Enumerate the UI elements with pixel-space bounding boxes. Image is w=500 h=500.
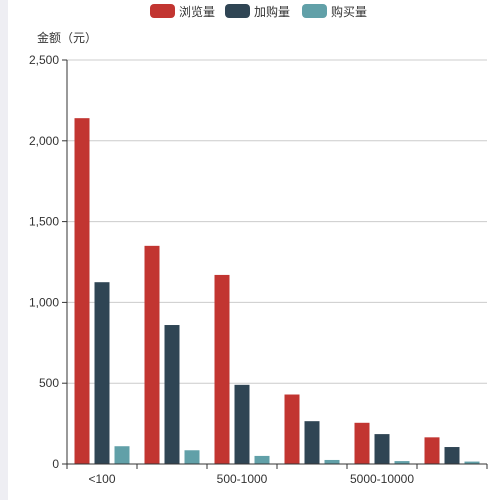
bar-3-0[interactable] bbox=[284, 394, 300, 464]
chart-card bbox=[8, 0, 500, 500]
y-tick-label-4: 2,000 bbox=[29, 134, 59, 148]
bar-2-0[interactable] bbox=[214, 274, 230, 464]
legend-label-0[interactable]: 浏览量 bbox=[179, 4, 215, 19]
legend-swatch-1[interactable] bbox=[225, 4, 250, 18]
y-tick-label-1: 500 bbox=[39, 376, 59, 390]
bar-2-1[interactable] bbox=[234, 384, 250, 464]
bar-0-1[interactable] bbox=[94, 282, 110, 464]
y-tick-label-3: 1,500 bbox=[29, 215, 59, 229]
bars bbox=[74, 118, 480, 465]
left-strip bbox=[0, 0, 8, 500]
y-tick-label-2: 1,000 bbox=[29, 295, 59, 309]
x-tick-label-0: <100 bbox=[88, 472, 115, 486]
y-tick-label-5: 2,500 bbox=[29, 53, 59, 67]
bar-2-2[interactable] bbox=[254, 455, 270, 464]
bar-0-2[interactable] bbox=[114, 446, 130, 464]
legend: 浏览量 加购量 购买量 bbox=[150, 4, 367, 19]
x-tick-label-2: 500-1000 bbox=[217, 472, 268, 486]
x-axis-ticks: <100 500-1000 5000-10000 bbox=[88, 472, 414, 486]
bar-1-1[interactable] bbox=[164, 325, 180, 464]
bar-1-2[interactable] bbox=[184, 450, 200, 464]
bar-5-1[interactable] bbox=[444, 447, 460, 464]
bar-0-0[interactable] bbox=[74, 118, 90, 465]
gridlines bbox=[67, 59, 487, 384]
y-axis-title: 金额（元） bbox=[37, 30, 97, 45]
legend-swatch-2[interactable] bbox=[302, 4, 327, 18]
bar-3-2[interactable] bbox=[324, 459, 340, 464]
bar-5-0[interactable] bbox=[424, 437, 440, 464]
y-tick-label-0: 0 bbox=[52, 457, 59, 471]
y-axis-ticks: 0 500 1,000 1,500 2,000 2,500 bbox=[29, 53, 59, 471]
axes bbox=[62, 59, 488, 469]
bar-4-1[interactable] bbox=[374, 434, 390, 464]
bar-3-1[interactable] bbox=[304, 421, 320, 464]
legend-swatch-0[interactable] bbox=[150, 4, 175, 18]
legend-label-1[interactable]: 加购量 bbox=[254, 4, 290, 19]
bar-1-0[interactable] bbox=[144, 245, 160, 464]
legend-label-2[interactable]: 购买量 bbox=[331, 4, 367, 19]
bar-5-2[interactable] bbox=[464, 461, 480, 464]
bar-4-0[interactable] bbox=[354, 422, 370, 464]
bar-4-2[interactable] bbox=[394, 461, 410, 464]
x-tick-label-4: 5000-10000 bbox=[350, 472, 414, 486]
